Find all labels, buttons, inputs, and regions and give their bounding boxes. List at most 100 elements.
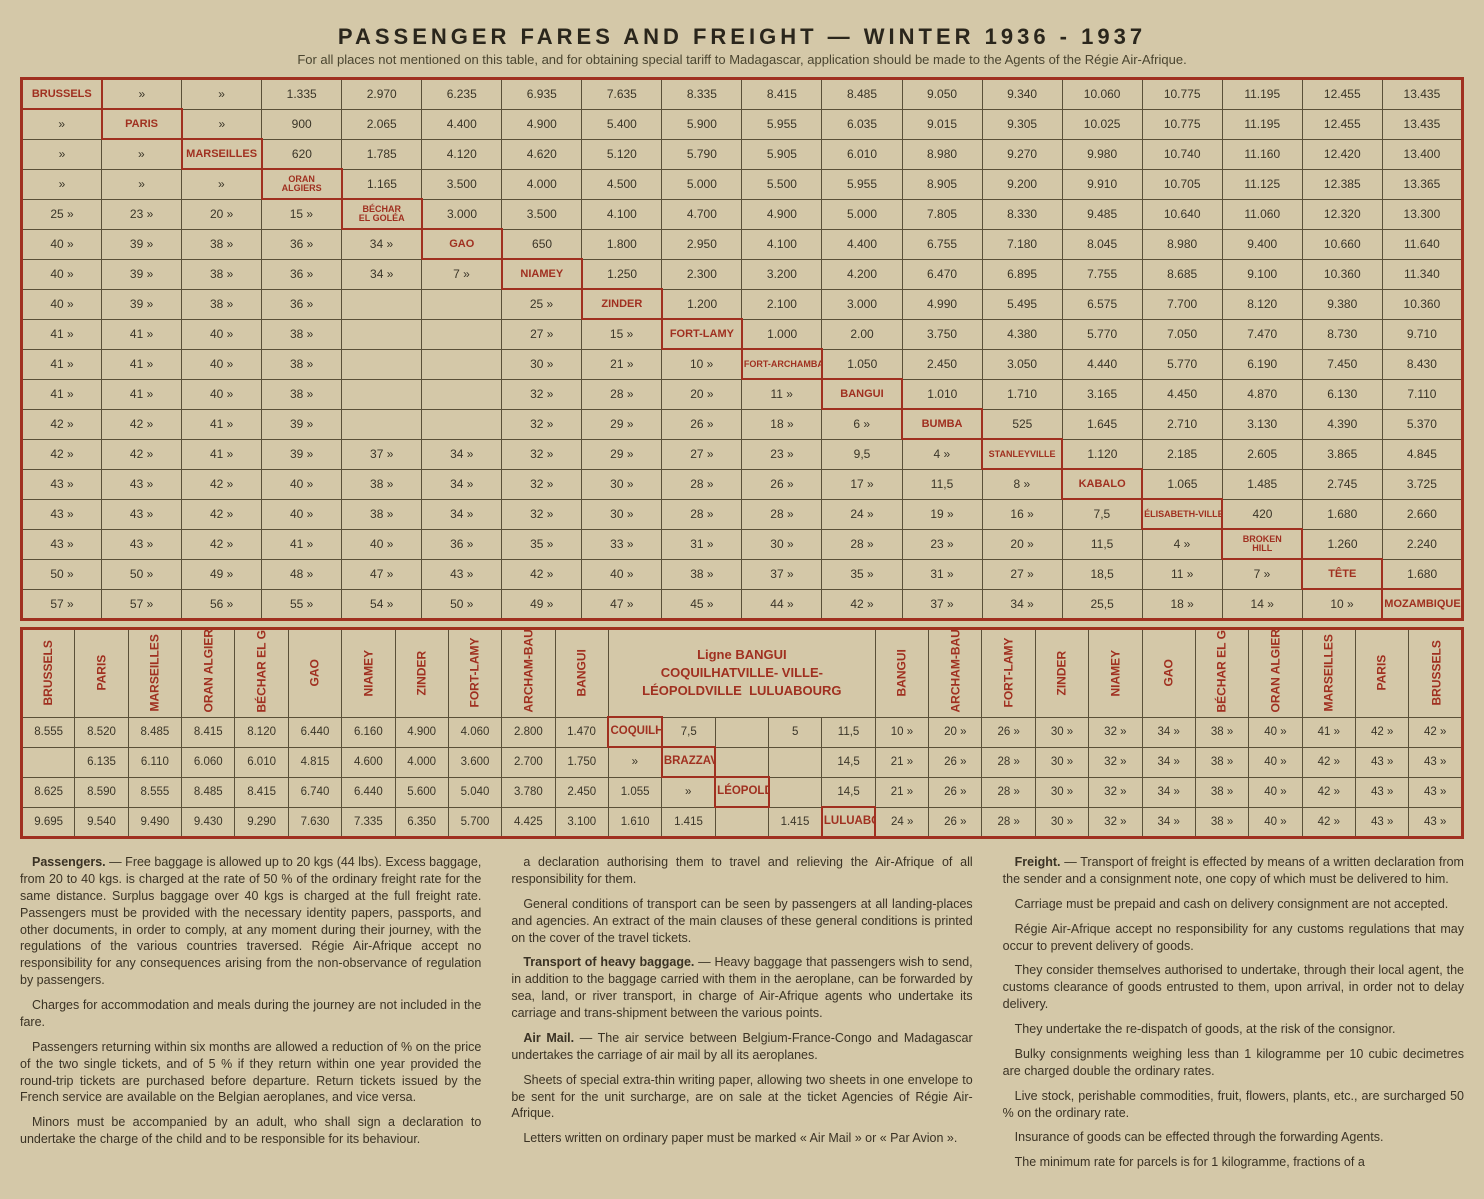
fare-cell: 10.775 — [1142, 79, 1222, 110]
footnote-paragraph: Bulky consignments weighing less than 1 … — [1003, 1046, 1464, 1080]
fare-cell: 27 » — [982, 559, 1062, 589]
fare-cell: 2.660 — [1382, 499, 1462, 529]
fare-cell: 48 » — [262, 559, 342, 589]
fare-cell: 10 » — [1302, 589, 1382, 620]
fare-cell — [422, 409, 502, 439]
fare-cell: 6.160 — [342, 717, 395, 747]
fare-cell: 4.120 — [422, 139, 502, 169]
bottom-city-label: BÉCHAR EL GOLÉA — [235, 629, 288, 718]
fare-cell: 38 » — [182, 229, 262, 259]
bottom-city-label: BRUSSELS — [22, 629, 75, 718]
fare-cell: 8.980 — [902, 139, 982, 169]
fare-cell: 6.135 — [75, 747, 128, 777]
fare-cell: 4.100 — [582, 199, 662, 229]
fare-cell: 5.955 — [822, 169, 902, 199]
fare-cell: 4.815 — [288, 747, 341, 777]
fare-cell: 11.125 — [1222, 169, 1302, 199]
fare-cell: 43 » — [422, 559, 502, 589]
bottom-city-label: ARCHAM-BAULT — [929, 629, 982, 718]
fare-cell: 7.470 — [1222, 319, 1302, 349]
fare-cell — [342, 319, 422, 349]
fare-cell: 10.025 — [1062, 109, 1142, 139]
fare-cell: 6.060 — [182, 747, 235, 777]
fare-cell: 34 » — [1142, 717, 1195, 747]
fare-cell: 17 » — [822, 469, 902, 499]
fare-cell: 2.00 — [822, 319, 902, 349]
fare-cell: 4.060 — [448, 717, 501, 747]
fare-cell: 31 » — [902, 559, 982, 589]
fare-cell — [422, 379, 502, 409]
fare-cell — [342, 289, 422, 319]
fare-cell: 9.305 — [982, 109, 1062, 139]
fare-cell: 21 » — [875, 747, 928, 777]
fare-cell: 8.415 — [235, 777, 288, 807]
fare-cell: 5.600 — [395, 777, 448, 807]
fare-cell: 9.340 — [982, 79, 1062, 110]
fare-cell: 41 » — [102, 379, 182, 409]
fare-cell: 40 » — [262, 499, 342, 529]
fare-cell: 3.165 — [1062, 379, 1142, 409]
fare-cell: 41 » — [22, 319, 102, 349]
fare-cell: 31 » — [662, 529, 742, 559]
fare-cell: 42 » — [22, 409, 102, 439]
fare-cell: 13.400 — [1382, 139, 1462, 169]
fare-cell: 1.645 — [1062, 409, 1142, 439]
fare-cell: » — [22, 109, 102, 139]
fare-cell: 5.500 — [742, 169, 822, 199]
fare-cell: 32 » — [502, 379, 582, 409]
fare-cell: 20 » — [182, 199, 262, 229]
fare-cell: 525 — [982, 409, 1062, 439]
fare-cell: 14,5 — [822, 777, 875, 807]
fare-cell: 5.000 — [822, 199, 902, 229]
fare-cell: 49 » — [182, 559, 262, 589]
fare-cell: 620 — [262, 139, 342, 169]
bottom-city-label: PARIS — [1355, 629, 1408, 718]
fare-cell: 42 » — [182, 469, 262, 499]
fare-cell: 11 » — [1142, 559, 1222, 589]
fare-cell: 8.415 — [182, 717, 235, 747]
city-diagonal: PARIS — [102, 109, 182, 139]
fare-cell: 30 » — [1035, 717, 1088, 747]
fare-cell: 41 » — [102, 349, 182, 379]
city-diagonal: STANLEYVILLE — [982, 439, 1062, 469]
fare-cell: 4.000 — [502, 169, 582, 199]
fare-cell: 41 » — [1302, 717, 1355, 747]
fare-cell: 2.240 — [1382, 529, 1462, 559]
fare-cell: » — [182, 169, 262, 199]
fare-cell: 35 » — [822, 559, 902, 589]
fare-cell: 30 » — [1035, 777, 1088, 807]
fare-cell: 38 » — [342, 469, 422, 499]
fare-cell: 8.485 — [182, 777, 235, 807]
fare-cell: 11.195 — [1222, 79, 1302, 110]
fare-cell: 11.340 — [1382, 259, 1462, 289]
fare-cell: 29 » — [582, 439, 662, 469]
fare-cell: 55 » — [262, 589, 342, 620]
fare-cell: 30 » — [502, 349, 582, 379]
fare-cell: 10 » — [662, 349, 742, 379]
fare-cell: 3.130 — [1222, 409, 1302, 439]
fare-cell — [715, 807, 768, 838]
fare-cell: 42 » — [182, 529, 262, 559]
fare-cell: 43 » — [102, 469, 182, 499]
fare-cell: 8.685 — [1142, 259, 1222, 289]
fare-cell: 56 » — [182, 589, 262, 620]
fare-cell: 27 » — [662, 439, 742, 469]
fare-cell: 1.710 — [982, 379, 1062, 409]
fare-cell: 1.485 — [1222, 469, 1302, 499]
fare-cell: 9.290 — [235, 807, 288, 838]
fare-cell: 43 » — [102, 529, 182, 559]
fare-cell: 13.435 — [1382, 109, 1462, 139]
fare-cell: 30 » — [742, 529, 822, 559]
fare-cell: 26 » — [929, 807, 982, 838]
city-diagonal: KABALO — [1062, 469, 1142, 499]
city-diagonal: FORT-LAMY — [662, 319, 742, 349]
fare-cell: 11,5 — [902, 469, 982, 499]
footnote-paragraph: The minimum rate for parcels is for 1 ki… — [1003, 1154, 1464, 1171]
bottom-city-label: ZINDER — [1035, 629, 1088, 718]
fare-cell: 34 » — [982, 589, 1062, 620]
footnotes: Passengers. — Free baggage is allowed up… — [20, 854, 1464, 1179]
fare-cell: 7.805 — [902, 199, 982, 229]
fare-cell: 4.600 — [342, 747, 395, 777]
fare-cell: 8.485 — [128, 717, 181, 747]
fare-cell: 32 » — [1089, 717, 1142, 747]
